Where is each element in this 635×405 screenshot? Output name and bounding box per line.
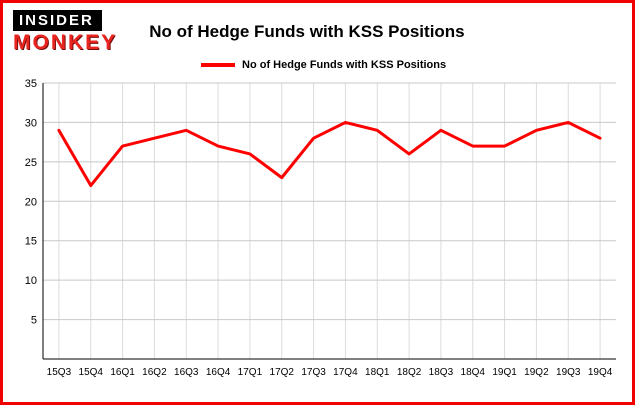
x-axis-tick-label: 15Q3 bbox=[47, 367, 72, 378]
logo-insider-text: INSIDER bbox=[13, 10, 102, 31]
y-axis-tick-label: 20 bbox=[25, 196, 37, 208]
insider-monkey-logo: INSIDER MONKEY bbox=[13, 10, 117, 53]
x-axis-tick-label: 17Q4 bbox=[333, 367, 358, 378]
y-axis-tick-label: 10 bbox=[25, 275, 37, 287]
legend: No of Hedge Funds with KSS Positions bbox=[201, 59, 632, 71]
chart-area: 5 10 15 20 25 30 35 15Q3 15Q4 16Q1 16Q2 16Q3 16Q4 17Q… bbox=[3, 71, 632, 392]
x-axis-tick-label: 16Q1 bbox=[110, 367, 135, 378]
legend-line-swatch bbox=[201, 63, 235, 67]
x-axis-tick-label: 18Q4 bbox=[461, 367, 486, 378]
logo-monkey-text: MONKEY bbox=[13, 31, 118, 54]
header: INSIDER MONKEY No of Hedge Funds with KS… bbox=[3, 3, 632, 53]
y-axis-tick-label: 30 bbox=[25, 117, 37, 129]
y-axis-tick-label: 25 bbox=[25, 157, 37, 169]
x-axis-tick-label: 17Q3 bbox=[301, 367, 326, 378]
y-axis-tick-label: 5 bbox=[31, 315, 37, 327]
legend-label: No of Hedge Funds with KSS Positions bbox=[242, 59, 447, 71]
x-axis-tick-label: 18Q3 bbox=[429, 367, 454, 378]
data-line-kss-positions bbox=[57, 120, 602, 188]
y-axis-tick-label: 15 bbox=[25, 236, 37, 248]
x-axis-tick-label: 19Q4 bbox=[588, 367, 613, 378]
x-axis-tick-label: 16Q3 bbox=[174, 367, 199, 378]
x-axis-tick-label: 19Q3 bbox=[556, 367, 581, 378]
x-axis-tick-label: 17Q2 bbox=[270, 367, 295, 378]
x-axis-tick-label: 18Q1 bbox=[365, 367, 390, 378]
x-axis-tick-label: 19Q1 bbox=[492, 367, 517, 378]
x-axis-tick-label: 19Q2 bbox=[524, 367, 549, 378]
x-axis-tick-label: 16Q4 bbox=[206, 367, 231, 378]
x-axis-tick-label: 16Q2 bbox=[142, 367, 167, 378]
chart-canvas: 5 10 15 20 25 30 35 15Q3 15Q4 16Q1 16Q2 16Q3 16Q4 17Q… bbox=[25, 78, 616, 378]
y-axis-tick-label: 35 bbox=[25, 78, 37, 90]
page-title: No of Hedge Funds with KSS Positions bbox=[149, 21, 465, 41]
x-axis-tick-label: 18Q2 bbox=[397, 367, 422, 378]
x-axis-tick-label: 15Q4 bbox=[79, 367, 104, 378]
x-axis-tick-label: 17Q1 bbox=[238, 367, 263, 378]
